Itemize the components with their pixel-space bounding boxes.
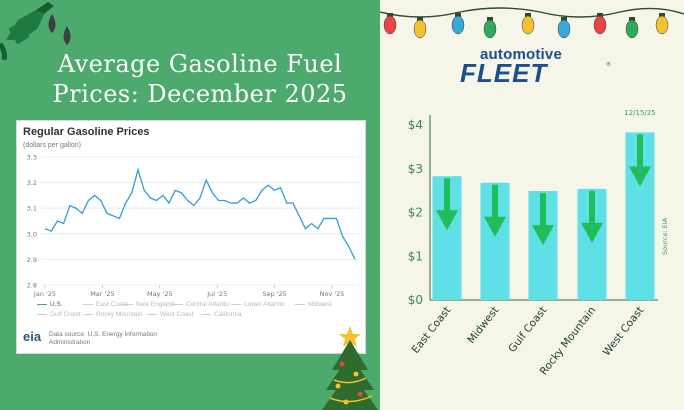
legend-swatch bbox=[83, 313, 93, 316]
x-category-label: Rocky Mountain bbox=[538, 304, 599, 377]
legend-item[interactable]: East Coast bbox=[83, 301, 128, 308]
light-bulb bbox=[625, 19, 639, 39]
title-line-1: Average Gasoline Fuel bbox=[57, 50, 343, 78]
legend-label: Gulf Coast bbox=[50, 311, 81, 318]
legend-swatch bbox=[147, 313, 157, 316]
eia-source: Data source: U.S. Energy Information Adm… bbox=[49, 331, 158, 346]
x-tick-label: Jan '25 bbox=[33, 290, 56, 298]
light-bulb bbox=[655, 15, 669, 35]
fuel-pump-icon bbox=[0, 2, 54, 60]
string-lights bbox=[380, 7, 684, 39]
light-bulb bbox=[483, 19, 497, 39]
title-line-2: Prices: December 2025 bbox=[52, 80, 348, 108]
light-bulb bbox=[383, 15, 397, 35]
brand-logo-top: automotive bbox=[480, 46, 563, 63]
light-bulb bbox=[557, 19, 571, 39]
trend-down-arrow bbox=[532, 193, 554, 246]
y-tick-label: $1 bbox=[408, 249, 423, 263]
y-tick-label: 3.2 bbox=[27, 179, 37, 187]
legend-label: Rocky Mountain bbox=[96, 311, 143, 318]
x-tick-label: Mar '25 bbox=[90, 290, 114, 298]
series-line-us bbox=[44, 167, 356, 260]
eia-chart-card: Regular Gasoline Prices (dollars per gal… bbox=[16, 120, 366, 354]
trend-down-arrow bbox=[629, 134, 651, 187]
y-tick-label: $0 bbox=[408, 293, 423, 307]
christmas-tree-icon bbox=[322, 326, 378, 410]
y-tick-label: 2.9 bbox=[27, 256, 37, 264]
date-annotation: 12/15/25 bbox=[624, 109, 655, 117]
y-tick-label: 3.1 bbox=[27, 205, 37, 213]
light-socket bbox=[659, 13, 665, 17]
legend-label: U.S. bbox=[50, 301, 63, 308]
legend-item[interactable]: Central Atlantic bbox=[173, 301, 230, 308]
legend-swatch bbox=[201, 313, 211, 316]
light-socket bbox=[387, 13, 393, 17]
light-bulb bbox=[413, 19, 427, 39]
legend-swatch bbox=[173, 303, 183, 306]
light-socket bbox=[417, 17, 423, 21]
legend-swatch bbox=[231, 303, 241, 306]
light-socket bbox=[629, 17, 635, 21]
y-tick-label: $4 bbox=[408, 118, 423, 132]
light-socket bbox=[455, 13, 461, 17]
source-annotation: Source: EIA bbox=[661, 217, 669, 255]
light-wire bbox=[380, 7, 684, 18]
legend-item[interactable]: Gulf Coast bbox=[37, 311, 81, 318]
legend-item[interactable]: New England bbox=[123, 301, 175, 308]
trend-down-arrow bbox=[484, 184, 506, 237]
y-tick-label: 2.8 bbox=[27, 282, 37, 290]
brand-logo-main: FLEET bbox=[460, 58, 548, 88]
trend-down-arrow bbox=[581, 190, 603, 243]
y-tick-label: 3.0 bbox=[27, 230, 37, 238]
eia-chart-unit: (dollars per gallon) bbox=[23, 142, 81, 149]
oil-drop-icon bbox=[48, 14, 56, 33]
light-socket bbox=[487, 17, 493, 21]
brand-trademark: ® bbox=[606, 62, 611, 68]
x-tick-label: May '25 bbox=[147, 290, 173, 298]
x-category-label: Midwest bbox=[465, 304, 501, 345]
legend-swatch bbox=[37, 313, 47, 316]
line-chart: 2.8 2.9 3.0 3.1 3.2 3.3 Jan '25 Mar '25 May '25 J… bbox=[27, 154, 359, 298]
light-socket bbox=[525, 13, 531, 17]
legend-item[interactable]: West Coast bbox=[147, 311, 193, 318]
y-tick-label: $3 bbox=[408, 162, 423, 176]
legend-swatch bbox=[37, 303, 47, 306]
eia-logo: eia bbox=[23, 329, 42, 344]
legend-item[interactable]: Midwest bbox=[295, 301, 332, 308]
x-tick-label: Nov '25 bbox=[320, 290, 345, 298]
legend-label: California bbox=[214, 311, 242, 318]
x-category-label: West Coast bbox=[601, 304, 647, 358]
y-tick-label: $2 bbox=[408, 206, 423, 220]
legend-item[interactable]: California bbox=[201, 311, 241, 318]
legend-label: West Coast bbox=[160, 311, 194, 318]
trend-down-arrow bbox=[436, 178, 458, 231]
legend-item[interactable]: Rocky Mountain bbox=[83, 311, 143, 318]
bar-chart: $0 $1 $2 $3 $4 East Coast Midwest Gulf CoastRoc… bbox=[408, 109, 669, 377]
x-category-label: East Coast bbox=[410, 304, 454, 355]
legend-item[interactable]: Lower Atlantic bbox=[231, 301, 284, 308]
x-tick-label: Sep '25 bbox=[262, 290, 286, 298]
light-bulb bbox=[521, 15, 535, 35]
legend-label: Lower Atlantic bbox=[244, 301, 285, 308]
light-bulb bbox=[451, 15, 465, 35]
legend-swatch bbox=[83, 303, 93, 306]
legend-label: East Coast bbox=[96, 301, 128, 308]
eia-chart-title: Regular Gasoline Prices bbox=[23, 126, 150, 138]
legend-swatch bbox=[295, 303, 305, 306]
light-socket bbox=[597, 13, 603, 17]
legend-label: Midwest bbox=[308, 301, 332, 308]
light-socket bbox=[561, 17, 567, 21]
oil-drop-icon bbox=[63, 26, 71, 45]
light-bulb bbox=[593, 15, 607, 35]
y-tick-label: 3.3 bbox=[27, 154, 37, 162]
legend-item[interactable]: U.S. bbox=[37, 301, 63, 308]
x-category-label: Gulf Coast bbox=[506, 304, 549, 354]
x-tick-label: Jul '25 bbox=[206, 290, 227, 298]
legend-swatch bbox=[123, 303, 133, 306]
legend-label: Central Atlantic bbox=[186, 301, 230, 308]
left-panel: Average Gasoline Fuel Prices: December 2… bbox=[0, 0, 380, 410]
legend-label: New England bbox=[136, 301, 175, 308]
